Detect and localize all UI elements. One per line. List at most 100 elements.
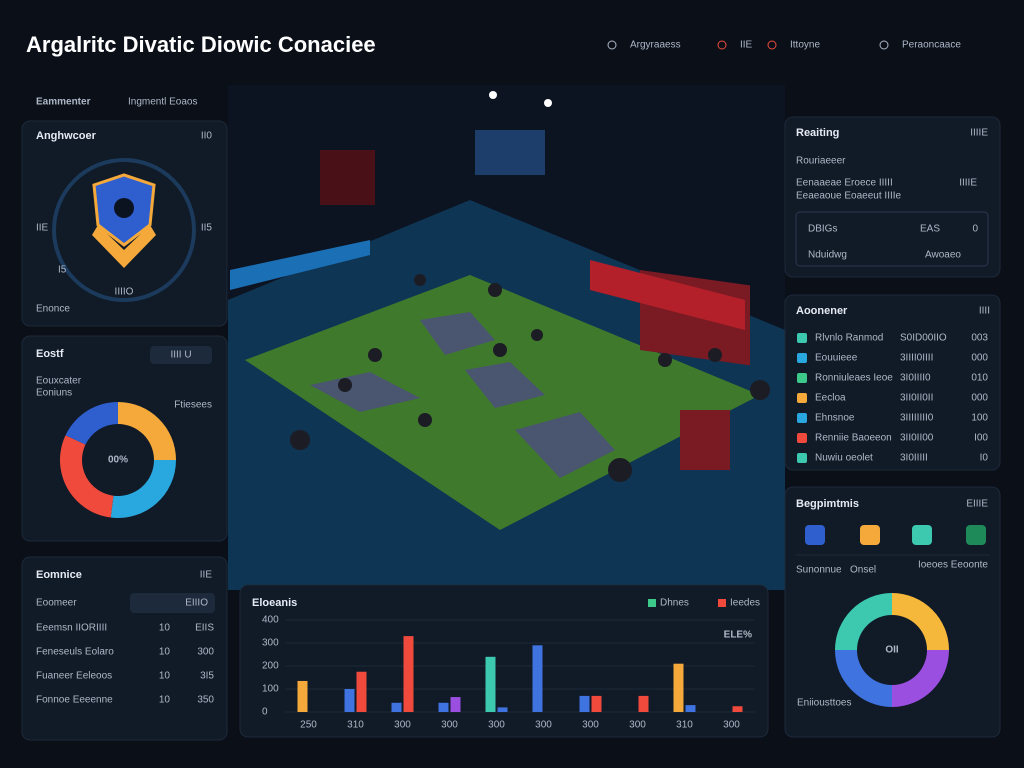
card-note: Eniiousttoes bbox=[797, 698, 851, 709]
page-title: Argalritc Divatic Diowic Conaciee bbox=[26, 32, 376, 57]
row-value: 3I0IIII0 bbox=[900, 373, 931, 384]
y-tick-label: 300 bbox=[262, 638, 279, 649]
legend-swatch bbox=[648, 599, 656, 607]
y-tick-label: 200 bbox=[262, 661, 279, 672]
x-tick-label: 310 bbox=[676, 720, 693, 731]
row-value: 3I0IIIII bbox=[900, 453, 928, 464]
panel bbox=[239, 584, 769, 738]
x-tick-label: 300 bbox=[723, 720, 740, 731]
emblem bbox=[52, 158, 196, 302]
nav-item: IIE bbox=[740, 40, 753, 51]
row-name: Nuwiu oeolet bbox=[815, 453, 873, 464]
emblem-label: IIE bbox=[36, 223, 49, 234]
x-tick-label: 300 bbox=[535, 720, 552, 731]
panel bbox=[784, 116, 1001, 278]
tag-pill bbox=[150, 346, 212, 364]
card-subtitle: Rouriaeeer bbox=[796, 156, 846, 167]
row-status: 100 bbox=[971, 413, 988, 424]
x-tick-label: 300 bbox=[488, 720, 505, 731]
panel bbox=[784, 294, 1001, 471]
nav-icon bbox=[607, 40, 617, 50]
section-subheading: Ingmentl Eoaos bbox=[128, 97, 198, 108]
row-name: Ronniuleaes Ieoe bbox=[815, 373, 893, 384]
box-text: 0 bbox=[972, 224, 978, 235]
row-name: Rlvnlo Ranmod bbox=[815, 333, 883, 344]
bar bbox=[497, 707, 508, 712]
emblem-label: I5 bbox=[58, 265, 67, 276]
highlight-pill bbox=[130, 593, 215, 613]
highlight-label: Eoomeer bbox=[36, 598, 77, 609]
badges bbox=[796, 525, 990, 556]
nav-icon bbox=[879, 40, 889, 50]
card-title: Eomnice bbox=[36, 569, 82, 581]
row-icon bbox=[797, 353, 807, 363]
row-icon bbox=[797, 373, 807, 383]
card-tag: IIII bbox=[979, 306, 990, 317]
row-value: 3II0II00 bbox=[900, 433, 934, 444]
bar bbox=[579, 695, 590, 712]
bar bbox=[450, 697, 461, 712]
row-name: Eouuieee bbox=[815, 353, 858, 364]
bar bbox=[638, 695, 649, 712]
card-footer: Enonce bbox=[36, 304, 70, 315]
emblem-label: II5 bbox=[201, 223, 213, 234]
chart-annotation: ELE% bbox=[724, 630, 752, 641]
row-status: 010 bbox=[971, 373, 988, 384]
box-text: Nduidwg bbox=[808, 250, 847, 261]
card-side: Ftiesees bbox=[174, 400, 212, 411]
row-status: I0 bbox=[980, 453, 989, 464]
card-note: Eoniuns bbox=[36, 388, 72, 399]
nav-item: Ittoyne bbox=[790, 40, 820, 51]
row-icon bbox=[797, 393, 807, 403]
row-value: IIIIE bbox=[959, 178, 977, 189]
y-tick-label: 100 bbox=[262, 684, 279, 695]
row-value: S0ID00IIO bbox=[900, 333, 947, 344]
section-heading: Eammenter bbox=[36, 97, 91, 108]
nav-icon bbox=[717, 40, 727, 50]
row-value: 350 bbox=[197, 695, 214, 706]
bar bbox=[485, 656, 496, 712]
card-tag: IIE bbox=[200, 570, 213, 581]
y-tick-label: 0 bbox=[262, 707, 268, 718]
nav-icon bbox=[767, 40, 777, 50]
card-title: Begpimtmis bbox=[796, 498, 859, 510]
emblem-label: IIIIO bbox=[115, 287, 134, 298]
bar bbox=[438, 702, 449, 712]
info-box bbox=[795, 211, 989, 267]
box-text: Awoaeo bbox=[925, 250, 961, 261]
row-value: 3IIII0IIII bbox=[900, 353, 933, 364]
card-tag: IIII U bbox=[170, 350, 191, 361]
bar bbox=[344, 689, 355, 712]
row-name: Renniie Baoeeon bbox=[815, 433, 892, 444]
row-status: 000 bbox=[971, 393, 988, 404]
donut-segment bbox=[118, 402, 176, 460]
row-value: 3II0II0II bbox=[900, 393, 933, 404]
row-value: 10 bbox=[159, 671, 171, 682]
row-value: 300 bbox=[197, 647, 214, 658]
row-name: Ehnsnoe bbox=[815, 413, 855, 424]
row-icon bbox=[797, 453, 807, 463]
donut-segment bbox=[110, 460, 176, 518]
donut-segment bbox=[65, 402, 118, 445]
row-name: Eeemsn IIORIIII bbox=[36, 623, 107, 634]
x-tick-label: 300 bbox=[629, 720, 646, 731]
row-icon bbox=[797, 333, 807, 343]
y-tick-label: 400 bbox=[262, 615, 279, 626]
row-name: Fuaneer Eeleoos bbox=[36, 671, 112, 682]
legend-swatch bbox=[718, 599, 726, 607]
row-value: 3I5 bbox=[200, 671, 214, 682]
donut-subtitle: Onsel bbox=[850, 565, 876, 576]
row-icon bbox=[797, 433, 807, 443]
row-line: Eeaeaoue Eoaeeut IIIIe bbox=[796, 191, 902, 202]
card-subtitle: Eouxcater bbox=[36, 376, 82, 387]
highlight-value: EIIIO bbox=[185, 598, 208, 609]
card-tag: II0 bbox=[201, 131, 213, 142]
row-status: I00 bbox=[974, 433, 988, 444]
donut-center: 00% bbox=[108, 455, 128, 466]
row-value: EIIS bbox=[195, 623, 214, 634]
row-icon bbox=[797, 413, 807, 423]
bar bbox=[403, 636, 414, 712]
x-tick-label: 300 bbox=[582, 720, 599, 731]
bar bbox=[732, 706, 743, 712]
row-value: 10 bbox=[159, 623, 171, 634]
